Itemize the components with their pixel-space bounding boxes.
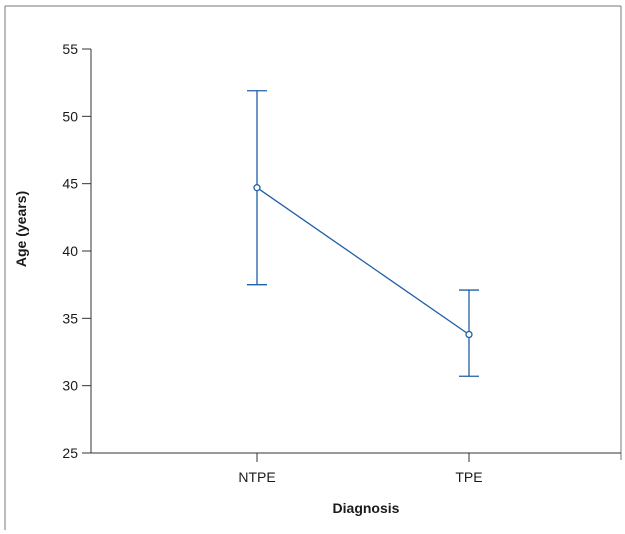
y-axis-title: Age (years)	[13, 191, 29, 267]
y-tick-label: 55	[62, 41, 78, 57]
y-tick-label: 25	[62, 445, 78, 461]
data-point	[465, 330, 473, 339]
x-axis-ticks: NTPE TPE	[238, 453, 483, 485]
y-tick-label: 45	[62, 176, 78, 192]
data-point	[253, 184, 261, 192]
series-line	[256, 187, 470, 336]
y-tick-label: 30	[62, 378, 78, 394]
data-marks	[247, 90, 479, 377]
x-tick-label: NTPE	[238, 469, 275, 485]
y-axis-ticks: 25 30 35 40 45 50 55	[62, 41, 91, 461]
x-axis-title: Diagnosis	[333, 500, 400, 516]
y-tick-label: 50	[62, 108, 78, 124]
x-tick-label: TPE	[455, 469, 482, 485]
y-tick-label: 35	[62, 310, 78, 326]
y-tick-label: 40	[62, 243, 78, 259]
